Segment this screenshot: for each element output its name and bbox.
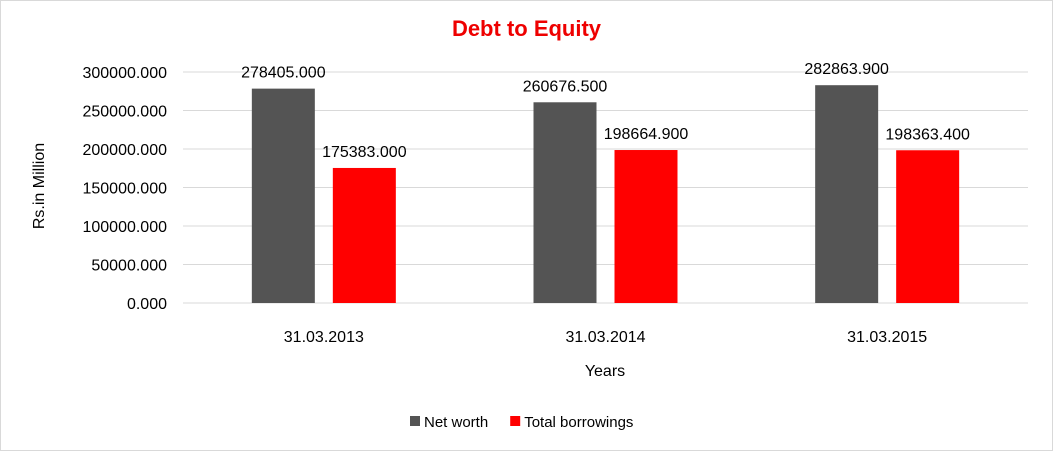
- y-tick-label: 100000.000: [82, 219, 167, 236]
- x-tick-label: 31.03.2014: [565, 329, 645, 346]
- legend-label: Total borrowings: [524, 414, 633, 431]
- y-tick-label: 200000.000: [82, 142, 167, 159]
- data-label: 260676.500: [523, 78, 608, 95]
- y-tick-label: 150000.000: [82, 181, 167, 198]
- y-tick-label: 300000.000: [82, 65, 167, 82]
- data-labels: 278405.000 175383.000 260676.500 198664.900…: [241, 61, 970, 161]
- data-label: 278405.000: [241, 65, 326, 82]
- bar-total-borrowings: [614, 150, 678, 303]
- legend: Net worth Total borrowings: [410, 414, 633, 431]
- data-label: 198664.900: [604, 126, 689, 143]
- x-tick-label: 31.03.2015: [847, 329, 927, 346]
- bar-total-borrowings: [332, 167, 396, 303]
- y-axis-ticks: 0.000 50000.000 100000.000 150000.000 200000…: [82, 65, 167, 313]
- bar-net-worth: [251, 88, 315, 304]
- bar-total-borrowings: [896, 150, 960, 303]
- bar-net-worth: [815, 85, 879, 303]
- legend-item: Total borrowings: [510, 414, 633, 431]
- data-label: 175383.000: [322, 144, 407, 161]
- x-tick-label: 31.03.2013: [284, 329, 364, 346]
- y-tick-label: 250000.000: [82, 104, 167, 121]
- gridlines: [183, 71, 1028, 304]
- legend-swatch: [510, 416, 521, 426]
- bar-net-worth: [533, 102, 597, 303]
- y-tick-label: 0.000: [127, 296, 167, 313]
- legend-swatch: [410, 416, 420, 426]
- bars: [251, 85, 960, 304]
- legend-label: Net worth: [424, 414, 488, 431]
- y-axis-label: Rs.in Million: [31, 143, 48, 229]
- data-label: 282863.900: [804, 61, 889, 78]
- x-axis-ticks: 31.03.2013 31.03.2014 31.03.2015: [284, 329, 928, 346]
- data-label: 198363.400: [885, 126, 970, 143]
- x-axis-label: Years: [585, 363, 625, 380]
- legend-item: Net worth: [410, 414, 488, 431]
- chart-title: Debt to Equity: [451, 16, 602, 41]
- y-tick-label: 50000.000: [91, 258, 167, 275]
